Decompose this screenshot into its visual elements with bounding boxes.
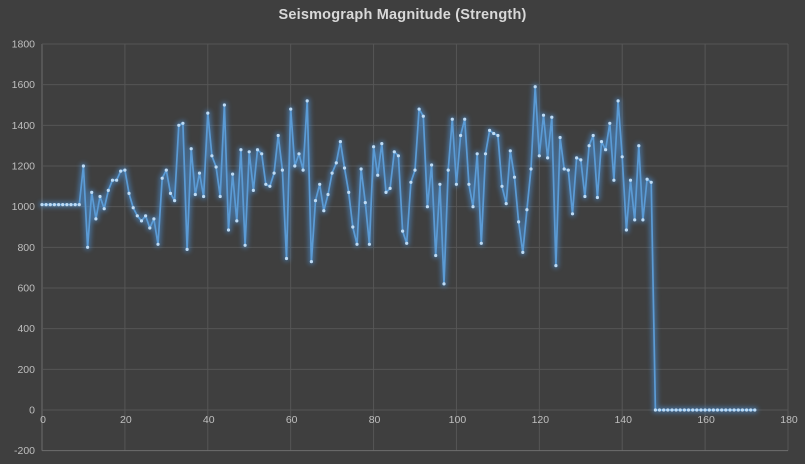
svg-text:120: 120 (532, 414, 550, 426)
svg-text:600: 600 (17, 283, 35, 295)
svg-text:200: 200 (17, 364, 35, 376)
svg-text:-200: -200 (14, 445, 35, 457)
svg-text:1000: 1000 (12, 201, 36, 213)
svg-text:1800: 1800 (12, 39, 36, 51)
svg-text:20: 20 (120, 414, 132, 426)
svg-text:1200: 1200 (12, 161, 36, 173)
svg-text:80: 80 (369, 414, 381, 426)
chart-title: Seismograph Magnitude (Strength) (278, 7, 527, 23)
svg-text:180: 180 (780, 414, 798, 426)
svg-text:0: 0 (40, 414, 46, 426)
svg-text:160: 160 (697, 414, 715, 426)
svg-text:1600: 1600 (12, 79, 36, 91)
svg-text:60: 60 (286, 414, 298, 426)
svg-text:400: 400 (17, 323, 35, 335)
svg-text:800: 800 (17, 242, 35, 254)
svg-text:40: 40 (203, 414, 215, 426)
svg-text:1400: 1400 (12, 120, 36, 132)
svg-text:100: 100 (449, 414, 467, 426)
svg-text:0: 0 (29, 405, 35, 417)
svg-text:140: 140 (614, 414, 632, 426)
